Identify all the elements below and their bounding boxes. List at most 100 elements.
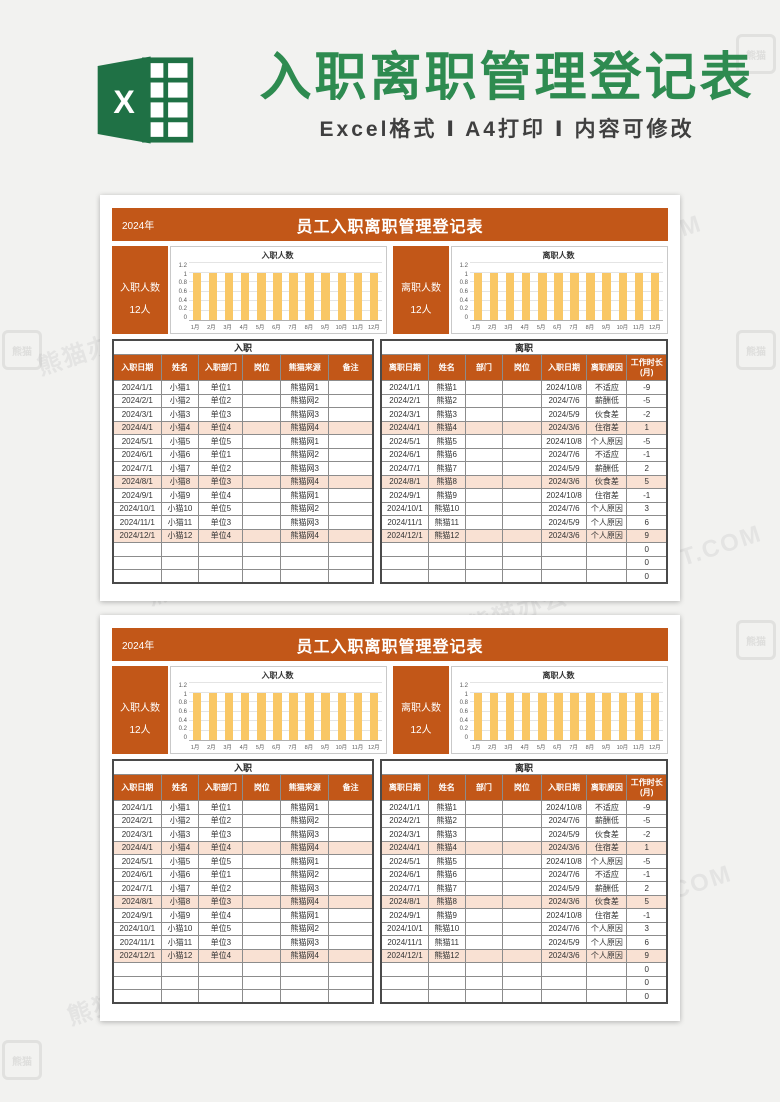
- table-cell: [328, 474, 374, 489]
- table-cell: 熊猫3: [427, 407, 466, 422]
- table-cell: 单位1: [198, 867, 244, 882]
- data-table: 离职 离职日期 姓名 部门 岗位 入职日期 离职原因 工作时长(月) 2024/1/1 熊猫1 20…: [380, 339, 668, 584]
- table-cell: [464, 989, 504, 1004]
- table-cell: [242, 474, 282, 489]
- chart-gridline: [189, 729, 382, 731]
- chart-title: 入职人数: [261, 671, 294, 680]
- table-cell: 2024/12/1: [112, 948, 162, 963]
- table-cell: [586, 569, 628, 584]
- table-cell: [328, 488, 374, 503]
- table-cell: [502, 921, 542, 936]
- table-cell: 小猫6: [160, 867, 200, 882]
- table-empty-row: 0: [380, 542, 668, 557]
- table-cell: 2024/8/1: [380, 894, 429, 909]
- x-tick-label: 7月: [288, 745, 297, 751]
- table-cell: 住宿差: [586, 488, 628, 503]
- table-cell: 小猫4: [160, 840, 200, 855]
- summary-box: 离职人数 12人: [393, 246, 449, 334]
- column-header: 备注: [328, 774, 374, 801]
- sheet-title: 员工入职离职管理登记表: [296, 638, 484, 656]
- y-tick-label: 0.6: [178, 708, 187, 715]
- table-cell: 2024/5/9: [540, 515, 588, 530]
- table-cell: 熊猫网1: [280, 488, 330, 503]
- column-header: 熊猫来源: [280, 774, 330, 801]
- chart-plot-area: 1.2 1 0.8 0.6 0.4 0.2 0: [454, 262, 663, 321]
- table-cell: 2024/6/1: [380, 447, 429, 462]
- table-cell: 2024/3/6: [540, 528, 588, 543]
- table-cell: 2024/7/1: [380, 881, 429, 896]
- bar: [273, 272, 282, 320]
- chart-bars: [189, 683, 382, 740]
- table-cell: 0: [626, 569, 668, 584]
- chart-gridline: [470, 701, 663, 703]
- excel-icon: X: [97, 56, 194, 144]
- table-cell: 5: [626, 894, 668, 909]
- table-row: 2024/3/1 熊猫3 2024/5/9 伙食差 -2: [380, 827, 668, 842]
- x-tick-label: 9月: [320, 745, 330, 751]
- table-cell: 熊猫网2: [280, 393, 330, 408]
- table-cell: [328, 407, 374, 422]
- bar-slot: [647, 263, 663, 320]
- chart-gridline: [189, 682, 382, 683]
- table-cell: 小猫3: [160, 827, 200, 842]
- bar-slot: [518, 263, 534, 320]
- table-cell: [464, 840, 504, 855]
- y-tick-label: 1.2: [178, 683, 187, 689]
- bar-slot: [366, 263, 382, 320]
- table-cell: 薪酬低: [586, 393, 628, 408]
- table-cell: 0: [626, 542, 668, 557]
- table-cell: 单位1: [198, 380, 244, 395]
- table-row: 2024/1/1 小猫1 单位1 熊猫网1: [112, 380, 374, 395]
- table-cell: -5: [626, 434, 668, 449]
- table-cell: [328, 515, 374, 530]
- table-cell: 2024/1/1: [380, 800, 429, 815]
- table-cell: 单位5: [198, 921, 244, 936]
- bar: [522, 272, 531, 320]
- table-cell: 单位2: [198, 881, 244, 896]
- bar-slot: [285, 683, 301, 740]
- table-row: 2024/4/1 小猫4 单位4 熊猫网4: [112, 420, 374, 435]
- bar-slot: [221, 263, 237, 320]
- table-cell: [242, 962, 282, 977]
- table-cell: 熊猫网2: [280, 921, 330, 936]
- sheet-year-label: 2024年: [122, 221, 155, 232]
- table-cell: 熊猫网2: [280, 501, 330, 516]
- table-cell: 熊猫网4: [280, 474, 330, 489]
- table-section-row: 离职: [380, 759, 668, 775]
- table-cell: 2024/1/1: [112, 380, 162, 395]
- table-cell: 小猫12: [160, 528, 200, 543]
- bar-slot: [253, 263, 269, 320]
- summary-label: 入职人数: [120, 282, 160, 294]
- table-empty-row: [112, 555, 374, 570]
- table-cell: [502, 881, 542, 896]
- table-cell: 2024/10/8: [540, 908, 588, 923]
- table-cell: [242, 894, 282, 909]
- table-cell: [328, 975, 374, 990]
- y-tick-label: 0.8: [459, 280, 468, 287]
- table-cell: [280, 542, 330, 557]
- table-row: 2024/1/1 熊猫1 2024/10/8 不适应 -9: [380, 380, 668, 395]
- table-cell: 2024/10/1: [112, 921, 162, 936]
- table-row: 2024/6/1 熊猫6 2024/7/6 不适应 -1: [380, 867, 668, 882]
- tables-row: 入职 入职日期 姓名 入职部门 岗位 熊猫来源 备注 2024/1/1 小猫1 单位1 熊猫网1 20…: [112, 759, 668, 1004]
- table-cell: [502, 542, 542, 557]
- table-cell: -1: [626, 447, 668, 462]
- table-cell: 单位1: [198, 800, 244, 815]
- bar: [273, 692, 282, 740]
- bar: [650, 272, 660, 320]
- column-header: 工作时长(月): [626, 354, 668, 381]
- table-cell: [328, 935, 374, 950]
- x-tick-label: 10月: [335, 325, 348, 331]
- table-cell: [380, 542, 429, 557]
- table-cell: [464, 420, 504, 435]
- table-cell: 熊猫网2: [280, 867, 330, 882]
- page-subtitle: Excel格式 Ⅰ A4打印 Ⅰ 内容可修改: [319, 118, 695, 142]
- table-row: 2024/6/1 熊猫6 2024/7/6 不适应 -1: [380, 447, 668, 462]
- table-cell: [502, 393, 542, 408]
- table-cell: 小猫6: [160, 447, 200, 462]
- bar-slot: [566, 263, 582, 320]
- x-tick-label: 11月: [352, 745, 364, 751]
- bar: [473, 692, 483, 740]
- table-cell: 2: [626, 881, 668, 896]
- bar: [225, 272, 234, 320]
